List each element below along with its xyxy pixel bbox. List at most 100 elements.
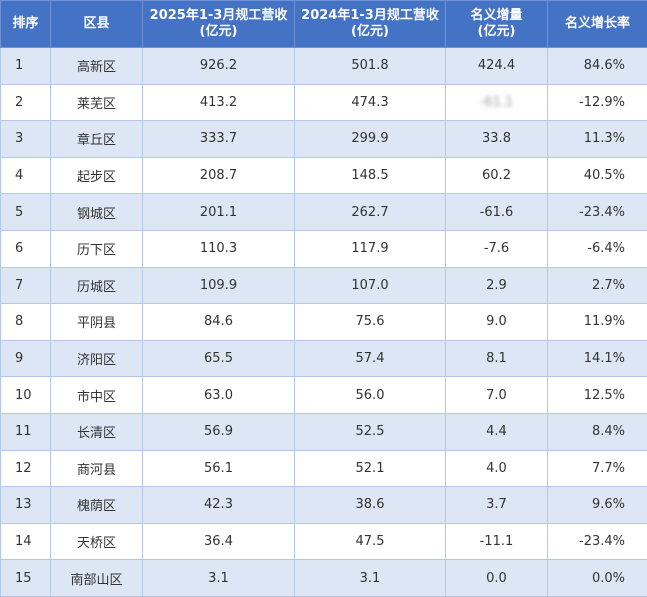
cell-revenue-2025-value: 201.1 xyxy=(200,205,237,220)
header-nominal-growth-rate: 名义增长率 xyxy=(548,1,647,48)
cell-nominal-growth-rate-value: 8.4% xyxy=(592,424,625,439)
cell-rank: 3 xyxy=(1,121,51,158)
cell-nominal-growth-rate: 11.3% xyxy=(548,121,647,158)
cell-revenue-2024: 117.9 xyxy=(295,230,446,267)
cell-revenue-2024: 75.6 xyxy=(295,304,446,341)
cell-nominal-growth-rate-value: 12.5% xyxy=(584,388,625,403)
cell-district-value: 南部山区 xyxy=(70,573,122,588)
cell-revenue-2025-value: 56.1 xyxy=(204,461,233,476)
cell-revenue-2024: 56.0 xyxy=(295,377,446,414)
cell-revenue-2024-value: 52.5 xyxy=(356,424,385,439)
header-row: 排序 区县 2025年1-3月规工营收(亿元) 2024年1-3月规工营收(亿元… xyxy=(1,1,647,48)
cell-rank-value: 8 xyxy=(15,314,23,329)
cell-district: 莱芜区 xyxy=(51,84,143,121)
cell-rank-value: 2 xyxy=(15,95,23,110)
cell-nominal-increase-value: -7.6 xyxy=(484,241,509,256)
cell-revenue-2024: 474.3 xyxy=(295,84,446,121)
cell-revenue-2024: 501.8 xyxy=(295,48,446,85)
cell-rank-value: 11 xyxy=(15,424,32,439)
cell-nominal-growth-rate: -12.9% xyxy=(548,84,647,121)
cell-district-value: 济阳区 xyxy=(77,353,116,368)
cell-nominal-increase: 8.1 xyxy=(446,340,548,377)
header-district-label: 区县 xyxy=(53,16,140,32)
cell-district-value: 历城区 xyxy=(77,280,116,295)
header-revenue-2025-unit: (亿元) xyxy=(145,24,292,40)
cell-district-value: 市中区 xyxy=(77,390,116,405)
cell-nominal-growth-rate: 84.6% xyxy=(548,48,647,85)
cell-revenue-2024-value: 107.0 xyxy=(351,278,388,293)
header-revenue-2024: 2024年1-3月规工营收(亿元) xyxy=(295,1,446,48)
cell-revenue-2024-value: 117.9 xyxy=(351,241,388,256)
cell-district: 商河县 xyxy=(51,450,143,487)
cell-nominal-increase-value: 2.9 xyxy=(486,278,507,293)
cell-revenue-2025: 333.7 xyxy=(143,121,295,158)
cell-revenue-2025-value: 333.7 xyxy=(200,131,237,146)
cell-district-value: 平阴县 xyxy=(77,316,116,331)
cell-district-value: 高新区 xyxy=(77,60,116,75)
cell-nominal-growth-rate-value: 2.7% xyxy=(592,278,625,293)
cell-nominal-growth-rate-value: 9.6% xyxy=(592,497,625,512)
header-revenue-2025: 2025年1-3月规工营收(亿元) xyxy=(143,1,295,48)
cell-nominal-growth-rate-value: -6.4% xyxy=(587,241,625,256)
cell-rank-value: 15 xyxy=(15,571,32,586)
cell-revenue-2025: 208.7 xyxy=(143,157,295,194)
cell-district-value: 商河县 xyxy=(77,463,116,478)
cell-district: 钢城区 xyxy=(51,194,143,231)
cell-nominal-increase: -61.6 xyxy=(446,194,548,231)
cell-nominal-increase-value: 4.0 xyxy=(486,461,507,476)
cell-revenue-2025-value: 926.2 xyxy=(200,58,237,73)
cell-rank-value: 3 xyxy=(15,131,23,146)
cell-nominal-growth-rate: 2.7% xyxy=(548,267,647,304)
cell-district-value: 莱芜区 xyxy=(77,97,116,112)
header-rank: 排序 xyxy=(1,1,51,48)
cell-revenue-2025-value: 36.4 xyxy=(204,534,233,549)
cell-revenue-2025-value: 208.7 xyxy=(200,168,237,183)
cell-rank-value: 6 xyxy=(15,241,23,256)
header-rank-label: 排序 xyxy=(3,16,48,32)
cell-nominal-growth-rate: -23.4% xyxy=(548,194,647,231)
cell-nominal-increase-value: 33.8 xyxy=(482,131,511,146)
cell-rank-value: 12 xyxy=(15,461,32,476)
cell-revenue-2025-value: 110.3 xyxy=(200,241,237,256)
cell-rank-value: 1 xyxy=(15,58,23,73)
cell-rank-value: 13 xyxy=(15,497,32,512)
cell-nominal-growth-rate: 14.1% xyxy=(548,340,647,377)
cell-revenue-2025: 65.5 xyxy=(143,340,295,377)
cell-nominal-increase-value: 0.0 xyxy=(486,571,507,586)
cell-revenue-2025: 56.9 xyxy=(143,413,295,450)
cell-nominal-growth-rate: 7.7% xyxy=(548,450,647,487)
cell-rank: 11 xyxy=(1,413,51,450)
cell-nominal-increase: 0.0 xyxy=(446,560,548,597)
header-revenue-2024-label: 2024年1-3月规工营收 xyxy=(297,8,443,24)
cell-district-value: 槐荫区 xyxy=(77,499,116,514)
cell-revenue-2024: 52.5 xyxy=(295,413,446,450)
cell-district-value: 钢城区 xyxy=(77,207,116,222)
cell-rank-value: 10 xyxy=(15,388,32,403)
cell-nominal-growth-rate: 11.9% xyxy=(548,304,647,341)
cell-nominal-growth-rate: 9.6% xyxy=(548,487,647,524)
cell-rank: 4 xyxy=(1,157,51,194)
cell-revenue-2024-value: 299.9 xyxy=(351,131,388,146)
cell-rank: 10 xyxy=(1,377,51,414)
header-revenue-2025-label: 2025年1-3月规工营收 xyxy=(145,8,292,24)
cell-revenue-2024-value: 3.1 xyxy=(360,571,381,586)
cell-district-value: 章丘区 xyxy=(77,133,116,148)
cell-revenue-2025-value: 3.1 xyxy=(208,571,229,586)
cell-revenue-2024: 262.7 xyxy=(295,194,446,231)
cell-rank: 6 xyxy=(1,230,51,267)
cell-district: 南部山区 xyxy=(51,560,143,597)
cell-nominal-growth-rate: -6.4% xyxy=(548,230,647,267)
header-nominal-growth-rate-label: 名义增长率 xyxy=(550,16,645,32)
cell-revenue-2024: 3.1 xyxy=(295,560,446,597)
cell-revenue-2024: 107.0 xyxy=(295,267,446,304)
cell-rank: 15 xyxy=(1,560,51,597)
cell-nominal-growth-rate: 12.5% xyxy=(548,377,647,414)
